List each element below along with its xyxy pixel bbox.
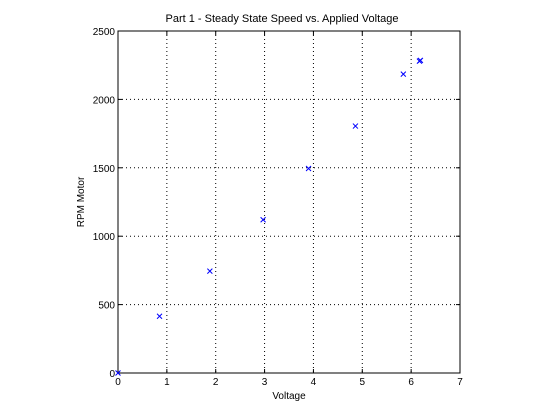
y-tick-label: 2000: [93, 95, 116, 106]
x-axis-label: Voltage: [272, 391, 306, 402]
data-point: [400, 71, 407, 77]
data-point: [352, 123, 359, 129]
x-tick-label: 0: [115, 377, 121, 388]
data-point: [115, 370, 121, 376]
y-tick-label: 2500: [93, 27, 116, 38]
y-tick-label: 0: [109, 369, 115, 380]
y-axis-label: RPM Motor: [76, 176, 87, 227]
data-point: [417, 57, 424, 64]
x-tick-label: 5: [360, 377, 366, 388]
y-tick-label: 1500: [93, 164, 116, 175]
x-tick-label: 1: [164, 377, 170, 388]
x-tick-label: 6: [408, 377, 414, 388]
y-tick-label: 500: [98, 301, 115, 312]
x-tick-label: 7: [457, 377, 463, 388]
grid-lines: [118, 31, 460, 373]
plot-area-frame: [117, 30, 461, 374]
data-point: [260, 216, 266, 223]
x-tick-label: 2: [213, 377, 219, 388]
data-point: [206, 268, 213, 274]
data-point: [305, 165, 312, 172]
chart-title: Part 1 - Steady State Speed vs. Applied …: [166, 13, 399, 25]
x-tick-label: 4: [311, 377, 317, 388]
data-point: [156, 313, 163, 320]
x-tick-label: 3: [262, 377, 268, 388]
y-tick-label: 1000: [93, 232, 116, 243]
data-points: [115, 57, 424, 376]
axis-ticks: 0 1 2 3 4 5 6 7 0 500 1000 1500 2000 2500: [93, 27, 463, 388]
